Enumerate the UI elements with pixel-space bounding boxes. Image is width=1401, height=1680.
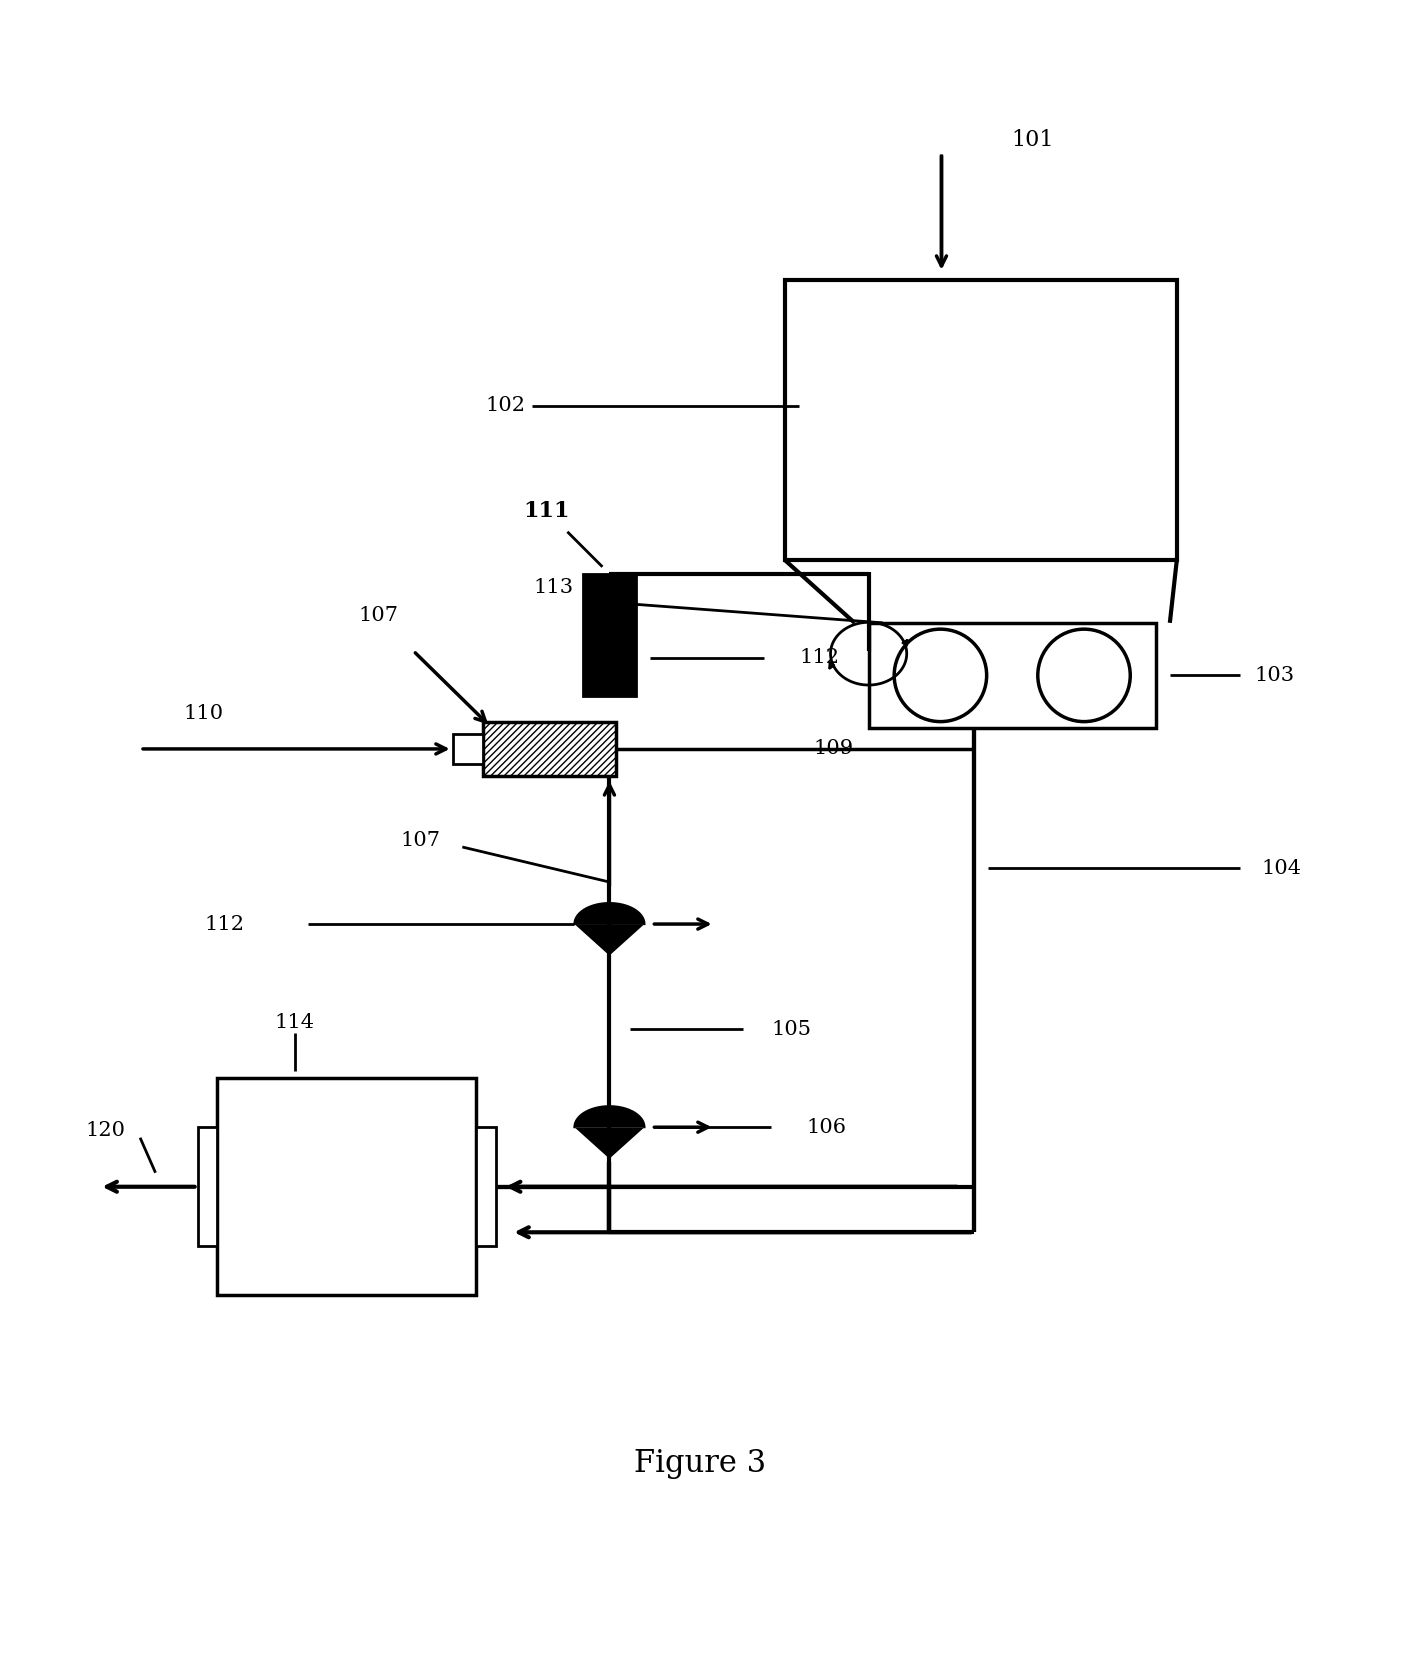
Text: 102: 102 — [485, 396, 525, 415]
Bar — [583, 575, 636, 696]
Text: 113: 113 — [534, 578, 573, 598]
Text: 112: 112 — [205, 914, 244, 934]
Bar — [869, 623, 1156, 727]
Text: 114: 114 — [275, 1013, 315, 1032]
Polygon shape — [574, 924, 644, 956]
Text: 112: 112 — [800, 648, 839, 667]
Bar — [483, 722, 616, 776]
Text: 101: 101 — [1012, 128, 1054, 151]
Text: 111: 111 — [523, 499, 570, 522]
Bar — [217, 1079, 476, 1295]
Bar — [198, 1127, 217, 1247]
Bar — [476, 1127, 496, 1247]
Text: 120: 120 — [85, 1121, 125, 1141]
Circle shape — [1038, 628, 1131, 722]
Text: 104: 104 — [1262, 858, 1302, 877]
Polygon shape — [574, 1105, 644, 1127]
Polygon shape — [574, 904, 644, 924]
Bar — [785, 279, 1177, 559]
Circle shape — [894, 628, 986, 722]
Text: 107: 107 — [359, 606, 398, 625]
Text: 107: 107 — [401, 830, 440, 850]
Text: 105: 105 — [772, 1020, 811, 1038]
Text: Figure 3: Figure 3 — [635, 1448, 766, 1478]
Text: 103: 103 — [1255, 665, 1295, 685]
Polygon shape — [574, 1127, 644, 1159]
Text: 110: 110 — [184, 704, 223, 724]
Bar — [453, 734, 483, 764]
Text: 106: 106 — [807, 1117, 846, 1137]
Text: 109: 109 — [814, 739, 853, 758]
